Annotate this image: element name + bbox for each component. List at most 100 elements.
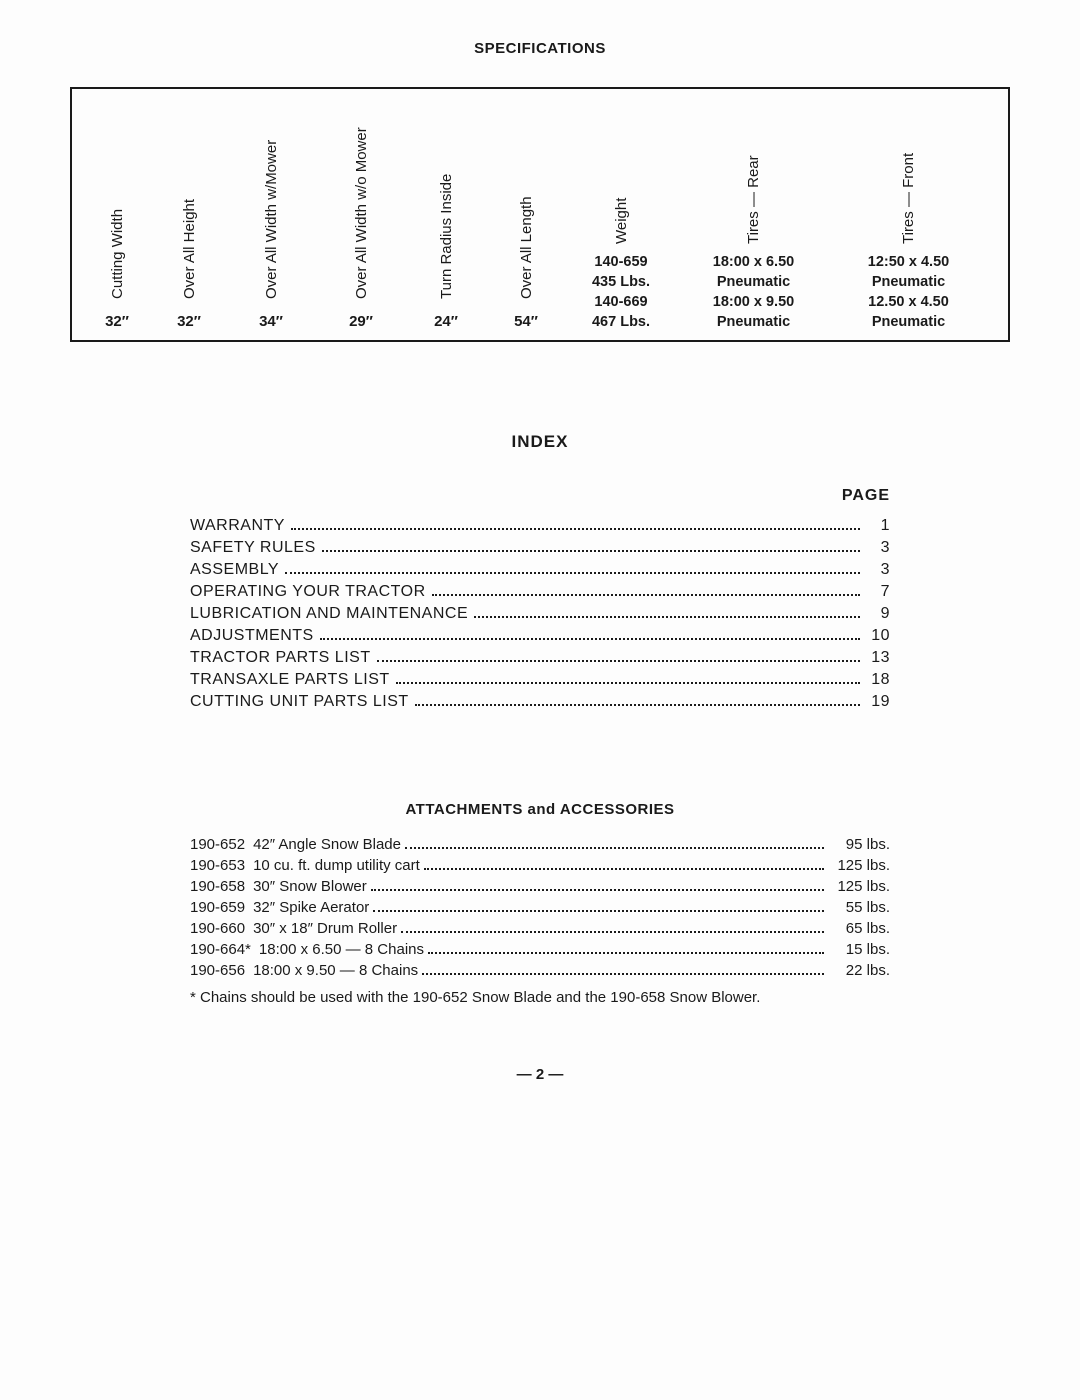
toc-label: LUBRICATION AND MAINTENANCE: [190, 605, 468, 623]
weight-line: 467 Lbs.: [592, 314, 650, 330]
rear-line: Pneumatic: [717, 314, 790, 330]
col-header: Over All Length: [518, 109, 535, 299]
toc-row: TRACTOR PARTS LIST 13: [190, 649, 890, 667]
attachments-title: ATTACHMENTS and ACCESSORIES: [190, 801, 890, 818]
attachment-dots: [424, 868, 824, 870]
weight-line: 435 Lbs.: [592, 274, 650, 290]
attachment-value: 55 lbs.: [830, 899, 890, 916]
toc-label: TRANSAXLE PARTS LIST: [190, 671, 390, 689]
index-title: INDEX: [190, 432, 890, 452]
weight-header: Weight: [613, 134, 630, 244]
toc-dots: [432, 594, 860, 596]
col-value: 24″: [434, 313, 458, 330]
attachment-code: 190-659: [190, 899, 245, 916]
attachment-row: 190-658 30″ Snow Blower 125 lbs.: [190, 878, 890, 895]
toc-page: 18: [866, 671, 890, 689]
attachment-code: 190-658: [190, 878, 245, 895]
toc-page: 3: [866, 561, 890, 579]
attachment-desc: 18:00 x 9.50 — 8 Chains: [253, 962, 418, 979]
attachment-row: 190-652 42″ Angle Snow Blade 95 lbs.: [190, 836, 890, 853]
toc-row: TRANSAXLE PARTS LIST 18: [190, 671, 890, 689]
attachment-row: 190-65310 cu. ft. dump utility cart125 l…: [190, 857, 890, 874]
attachment-row: 190-659 32″ Spike Aerator 55 lbs.: [190, 899, 890, 916]
attachments-footnote: * Chains should be used with the 190-652…: [190, 989, 890, 1006]
toc-dots: [322, 550, 860, 552]
toc-dots: [396, 682, 860, 684]
toc-row: LUBRICATION AND MAINTENANCE9: [190, 605, 890, 623]
attachment-code: 190-652: [190, 836, 245, 853]
col-value: 32″: [105, 313, 129, 330]
front-line: Pneumatic: [872, 274, 945, 290]
attachment-value: 22 lbs.: [830, 962, 890, 979]
attachment-value: 65 lbs.: [830, 920, 890, 937]
attachment-row: 190-66030″ x 18″ Drum Roller65 lbs.: [190, 920, 890, 937]
attachments-section: ATTACHMENTS and ACCESSORIES 190-652 42″ A…: [190, 801, 890, 1006]
toc-row: OPERATING YOUR TRACTOR 7: [190, 583, 890, 601]
weight-line: 140-659: [594, 254, 647, 270]
col-header: Over All Width w/o Mower: [353, 109, 370, 299]
toc-label: ADJUSTMENTS: [190, 627, 314, 645]
toc-label: WARRANTY: [190, 517, 285, 535]
attachment-dots: [422, 973, 824, 975]
toc-page: 3: [866, 539, 890, 557]
rear-line: Pneumatic: [717, 274, 790, 290]
attachment-dots: [428, 952, 824, 954]
attachment-code: 190-656: [190, 962, 245, 979]
toc-page: 13: [866, 649, 890, 667]
toc-label: CUTTING UNIT PARTS LIST: [190, 693, 409, 711]
attachment-row: 190-656 18:00 x 9.50 — 8 Chains 22 lbs.: [190, 962, 890, 979]
attachment-value: 125 lbs.: [830, 857, 890, 874]
rear-line: 18:00 x 6.50: [713, 254, 794, 270]
toc-dots: [415, 704, 860, 706]
front-header: Tires — Front: [900, 134, 917, 244]
spec-title: SPECIFICATIONS: [70, 40, 1010, 57]
front-line: 12:50 x 4.50: [868, 254, 949, 270]
toc-label: ASSEMBLY: [190, 561, 279, 579]
attachment-code: 190-660: [190, 920, 245, 937]
attachment-value: 95 lbs.: [830, 836, 890, 853]
col-header: Over All Height: [181, 109, 198, 299]
attachment-dots: [373, 910, 824, 912]
page-label: PAGE: [190, 487, 890, 505]
attachment-dots: [401, 931, 824, 933]
col-value: 32″: [177, 313, 201, 330]
attachment-desc: 18:00 x 6.50 — 8 Chains: [259, 941, 424, 958]
toc-dots: [474, 616, 860, 618]
attachment-dots: [405, 847, 824, 849]
toc-dots: [285, 572, 860, 574]
toc-dots: [291, 528, 860, 530]
attachment-code: 190-664*: [190, 941, 251, 958]
attachment-desc: 42″ Angle Snow Blade: [253, 836, 401, 853]
weight-line: 140-669: [594, 294, 647, 310]
toc-row: ADJUSTMENTS 10: [190, 627, 890, 645]
col-header: Cutting Width: [109, 109, 126, 299]
attachment-value: 15 lbs.: [830, 941, 890, 958]
toc-dots: [320, 638, 860, 640]
col-value: 29″: [349, 313, 373, 330]
attachment-desc: 30″ Snow Blower: [253, 878, 367, 895]
rear-line: 18:00 x 9.50: [713, 294, 794, 310]
front-line: Pneumatic: [872, 314, 945, 330]
attachment-desc: 32″ Spike Aerator: [253, 899, 369, 916]
attachment-desc: 10 cu. ft. dump utility cart: [253, 857, 420, 874]
toc-row: CUTTING UNIT PARTS LIST 19: [190, 693, 890, 711]
attachment-dots: [371, 889, 824, 891]
toc-page: 19: [866, 693, 890, 711]
col-value: 54″: [514, 313, 538, 330]
toc-row: SAFETY RULES 3: [190, 539, 890, 557]
toc-page: 7: [866, 583, 890, 601]
toc-label: SAFETY RULES: [190, 539, 316, 557]
col-header: Over All Width w/Mower: [263, 109, 280, 299]
rear-header: Tires — Rear: [745, 134, 762, 244]
toc-row: ASSEMBLY 3: [190, 561, 890, 579]
col-value: 34″: [259, 313, 283, 330]
attachment-value: 125 lbs.: [830, 878, 890, 895]
front-line: 12.50 x 4.50: [868, 294, 949, 310]
col-header: Turn Radius Inside: [438, 109, 455, 299]
attachment-row: 190-664* 18:00 x 6.50 — 8 Chains 15 lbs.: [190, 941, 890, 958]
toc-page: 1: [866, 517, 890, 535]
page-number: — 2 —: [70, 1066, 1010, 1083]
toc-page: 10: [866, 627, 890, 645]
toc-label: TRACTOR PARTS LIST: [190, 649, 371, 667]
toc-label: OPERATING YOUR TRACTOR: [190, 583, 426, 601]
